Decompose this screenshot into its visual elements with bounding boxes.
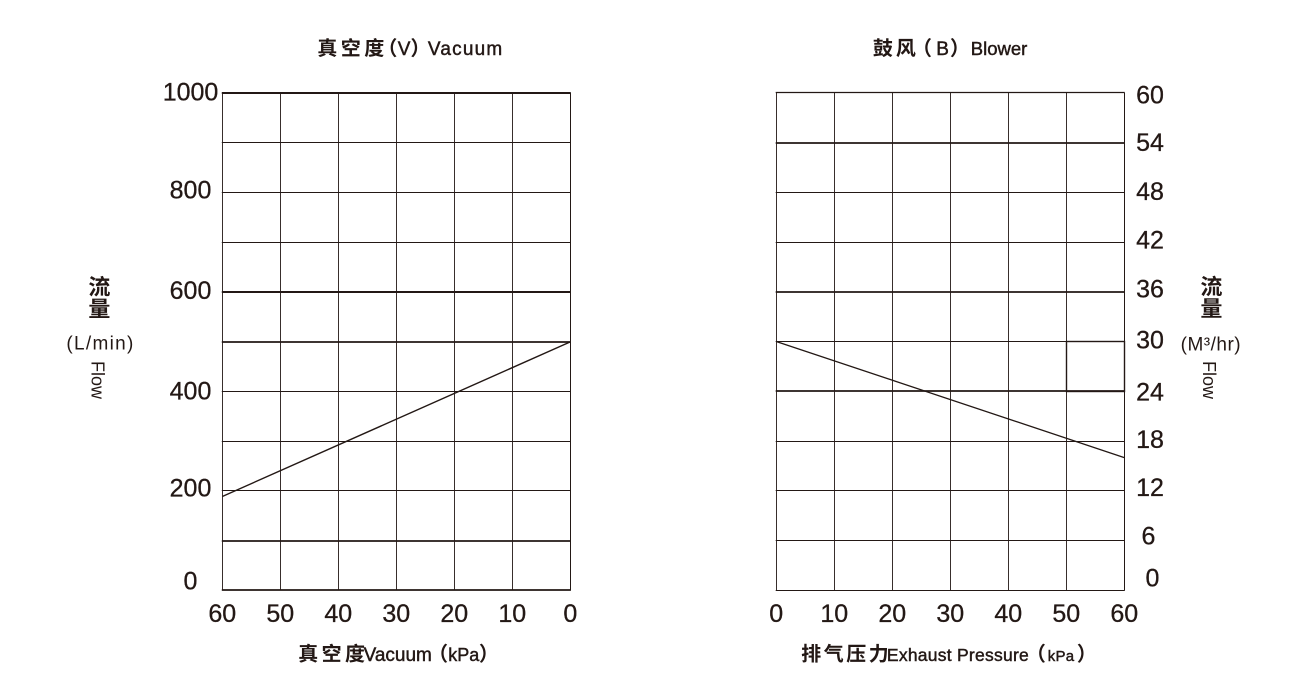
svg-text:B: B [936, 39, 949, 60]
svg-text:50: 50 [1052, 600, 1080, 628]
svg-text:Flow: Flow [88, 361, 108, 400]
svg-text:kPa: kPa [448, 645, 480, 665]
svg-text:40: 40 [994, 600, 1022, 628]
svg-text:30: 30 [382, 600, 410, 628]
svg-text:54: 54 [1136, 129, 1164, 157]
svg-text:18: 18 [1136, 426, 1164, 454]
svg-text:24: 24 [1136, 379, 1164, 407]
svg-text:10: 10 [498, 600, 526, 628]
svg-text:60: 60 [1136, 82, 1164, 110]
svg-text:42: 42 [1136, 227, 1164, 255]
svg-text:kPa: kPa [1048, 648, 1075, 665]
svg-text:200: 200 [170, 475, 212, 503]
svg-text:40: 40 [324, 600, 352, 628]
svg-text:6: 6 [1142, 522, 1156, 550]
svg-text:Blower: Blower [971, 38, 1028, 59]
svg-text:10: 10 [820, 600, 848, 628]
svg-text:60: 60 [208, 600, 236, 628]
svg-text:0: 0 [563, 600, 577, 628]
svg-text:48: 48 [1136, 178, 1164, 206]
svg-text:30: 30 [936, 600, 964, 628]
svg-text:12: 12 [1136, 474, 1164, 502]
svg-text:(M³/hr): (M³/hr) [1181, 334, 1241, 355]
svg-text:Exhaust Pressure: Exhaust Pressure [887, 645, 1029, 665]
svg-text:36: 36 [1136, 276, 1164, 304]
svg-text:600: 600 [170, 277, 212, 305]
svg-text:800: 800 [170, 176, 212, 204]
svg-text:60: 60 [1110, 600, 1138, 628]
svg-text:V: V [398, 39, 411, 60]
svg-text:0: 0 [184, 567, 198, 595]
svg-text:50: 50 [266, 600, 294, 628]
svg-text:Vacuum: Vacuum [364, 645, 432, 666]
svg-text:30: 30 [1136, 327, 1164, 355]
svg-text:20: 20 [440, 600, 468, 628]
svg-text:Vacuum: Vacuum [428, 39, 504, 60]
svg-text:1000: 1000 [163, 79, 219, 107]
svg-text:0: 0 [1146, 565, 1160, 593]
svg-text:(L/min): (L/min) [66, 334, 134, 355]
svg-text:Flow: Flow [1199, 361, 1219, 400]
svg-text:0: 0 [769, 600, 783, 628]
svg-text:20: 20 [878, 600, 906, 628]
svg-text:400: 400 [170, 378, 212, 406]
